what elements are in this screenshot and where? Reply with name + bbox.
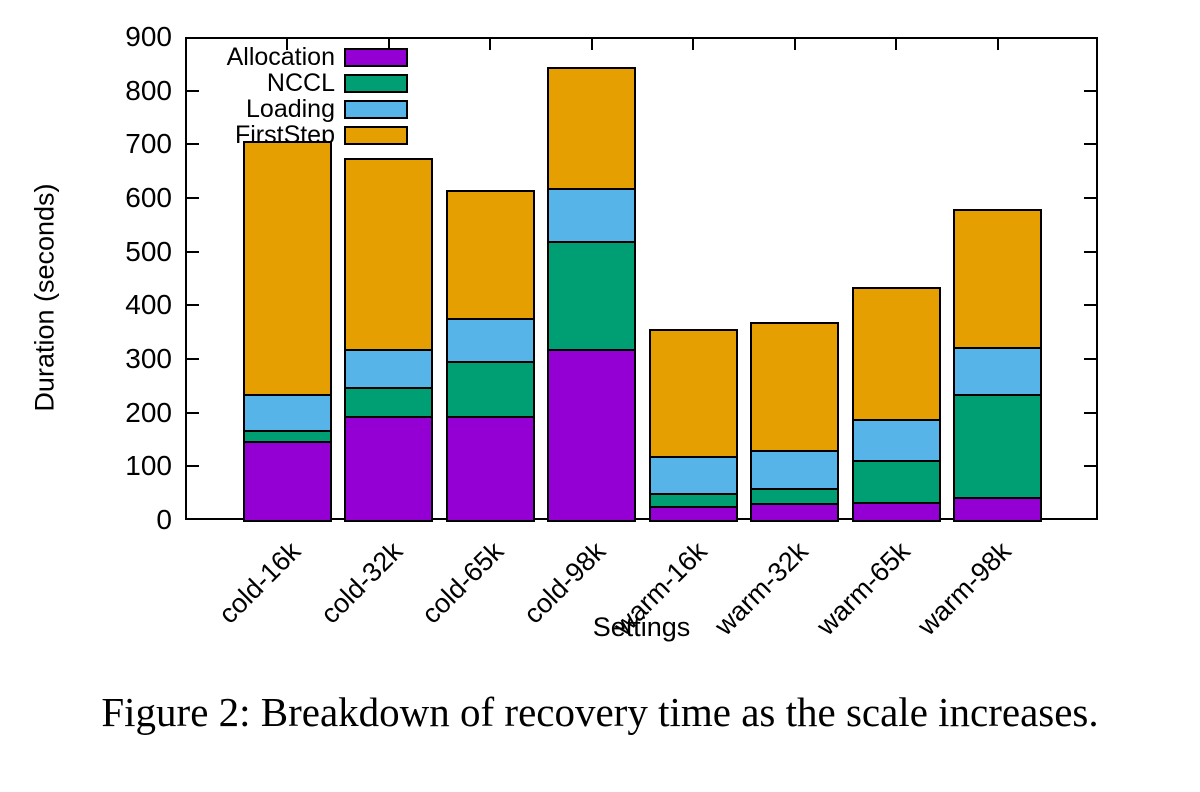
bar-segment-nccl-cold-16k [244,429,330,441]
bar-segment-firststep-cold-32k [346,159,432,350]
x-tick-mark-top [387,39,390,50]
x-axis-title: Settings [592,612,691,642]
legend-row-allocation: Allocation [193,42,408,71]
legend-swatch-loading [344,99,408,119]
y-tick-mark-left [187,143,199,146]
y-tick-mark-right [1084,411,1096,414]
plot-area [185,37,1098,520]
y-tick-mark-right [1084,89,1096,92]
y-tick-label: 600 [125,182,172,213]
bar-segment-nccl-warm-98k [955,394,1041,497]
bar-segment-loading-warm-98k [955,347,1041,395]
bar-cold-98k [547,67,637,522]
chart-legend: Allocation NCCL Loading FirstStep [193,42,408,149]
bar-segment-allocation-cold-16k [244,440,330,520]
y-tick-mark-right [1084,465,1096,468]
y-tick-mark-right [1084,304,1096,307]
y-tick-mark-right [1084,143,1096,146]
bar-segment-loading-cold-16k [244,393,330,430]
legend-row-loading: Loading [193,94,408,123]
y-tick-mark-left [187,465,199,468]
y-tick-label: 400 [125,289,172,321]
y-tick-mark-right [1084,358,1096,360]
bar-segment-loading-cold-65k [447,318,533,362]
legend-row-nccl: NCCL [193,68,408,97]
x-tick-mark-top [793,39,796,50]
bar-segment-firststep-warm-32k [752,323,838,451]
legend-label: Allocation [226,42,335,71]
y-tick-mark-left [187,358,199,360]
bar-cold-65k [445,189,535,522]
x-tick-mark-top [286,39,288,50]
bar-segment-nccl-warm-32k [752,487,838,503]
x-tick-mark-top [996,39,999,50]
bar-segment-firststep-cold-98k [549,69,635,188]
bar-cold-16k [242,140,332,522]
bar-segment-allocation-warm-65k [853,502,939,520]
y-tick-mark-left [187,411,199,414]
bar-segment-firststep-cold-65k [447,191,533,319]
y-tick-mark-left [187,304,199,307]
y-tick-mark-left [187,197,199,199]
legend-swatch-firststep [344,125,408,145]
bar-segment-allocation-cold-98k [549,349,635,520]
bar-segment-nccl-warm-16k [650,493,736,507]
y-tick-label: 0 [156,504,172,535]
bar-warm-65k [851,287,941,522]
legend-label: NCCL [266,68,335,97]
bar-segment-allocation-warm-98k [955,496,1041,520]
x-tick-mark-top [895,39,898,50]
x-tick-mark-top [590,39,593,50]
y-tick-label: 900 [125,21,172,52]
legend-label: Loading [246,94,335,123]
y-tick-label: 200 [125,396,172,428]
bar-segment-nccl-cold-65k [447,361,533,417]
bar-warm-16k [648,328,738,522]
bar-segment-nccl-warm-65k [853,459,939,503]
y-tick-label: 800 [125,74,172,106]
y-tick-label: 100 [125,450,172,482]
bar-segment-firststep-warm-16k [650,330,736,457]
y-tick-mark-right [1084,197,1096,199]
bar-segment-allocation-warm-32k [752,502,838,520]
bar-segment-loading-warm-16k [650,456,736,494]
y-tick-mark-left [187,250,199,253]
bar-segment-allocation-warm-16k [650,506,736,520]
bar-warm-32k [750,321,840,522]
bar-segment-firststep-warm-98k [955,210,1041,348]
bar-segment-nccl-cold-32k [346,387,432,417]
bar-cold-32k [344,157,434,522]
bar-segment-firststep-warm-65k [853,289,939,420]
bar-segment-loading-warm-65k [853,419,939,460]
x-tick-mark-top [692,39,695,50]
y-tick-mark-left [187,89,199,92]
bar-segment-allocation-cold-32k [346,416,432,520]
y-tick-label: 300 [125,343,172,374]
stacked-bar-chart: Duration (seconds) Allocation NCCL Loading… [30,21,1098,642]
y-tick-label: 500 [125,235,172,267]
y-tick-label: 700 [125,128,172,160]
bar-segment-firststep-cold-16k [244,142,330,394]
figure-caption: Figure 2: Breakdown of recovery time as … [101,689,1099,735]
bar-segment-loading-cold-98k [549,187,635,242]
legend-swatch-allocation [344,47,408,67]
bar-segment-nccl-cold-98k [549,241,635,350]
x-tick-mark-top [489,39,492,50]
bar-segment-loading-cold-32k [346,349,432,388]
bar-segment-loading-warm-32k [752,450,838,488]
bar-warm-98k [953,208,1043,522]
bar-segment-allocation-cold-65k [447,416,533,520]
y-tick-mark-right [1084,250,1096,253]
legend-swatch-nccl [344,73,408,93]
